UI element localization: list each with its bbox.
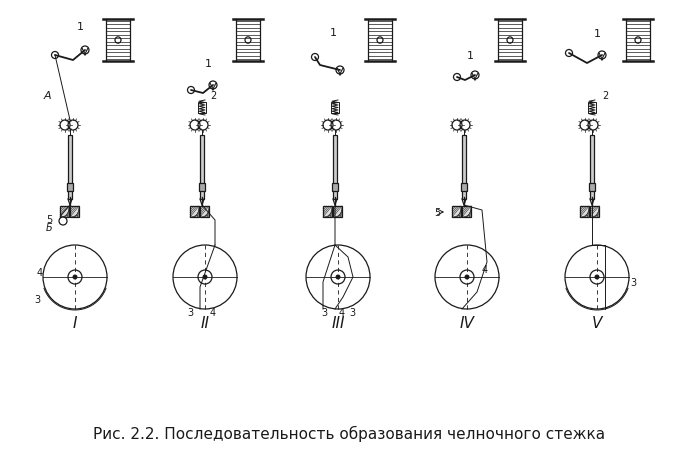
- Ellipse shape: [635, 38, 641, 44]
- Bar: [199, 184, 205, 192]
- Text: IV: IV: [459, 316, 475, 331]
- Bar: [580, 207, 589, 217]
- Bar: [452, 207, 461, 217]
- Text: 3: 3: [187, 307, 193, 317]
- Circle shape: [336, 275, 341, 280]
- Ellipse shape: [377, 38, 383, 44]
- Text: Б: Б: [45, 222, 52, 233]
- Bar: [589, 184, 595, 192]
- Text: 4: 4: [339, 307, 345, 317]
- Text: A: A: [43, 91, 51, 101]
- Bar: [68, 136, 72, 200]
- Circle shape: [81, 47, 89, 55]
- Text: 4: 4: [210, 307, 216, 317]
- Bar: [333, 136, 337, 200]
- Circle shape: [73, 275, 77, 280]
- Text: 5: 5: [46, 214, 52, 224]
- Text: 4: 4: [482, 264, 488, 274]
- Text: III: III: [332, 316, 345, 331]
- Circle shape: [471, 72, 479, 80]
- Circle shape: [209, 82, 217, 90]
- Circle shape: [598, 52, 606, 60]
- Text: 1: 1: [466, 51, 473, 61]
- Text: Рис. 2.2. Последовательность образования челночного стежка: Рис. 2.2. Последовательность образования…: [93, 425, 605, 441]
- Text: 3: 3: [34, 294, 40, 304]
- Circle shape: [595, 275, 600, 280]
- Text: 4: 4: [37, 268, 43, 278]
- Bar: [60, 207, 69, 217]
- Bar: [462, 207, 471, 217]
- Text: I: I: [73, 316, 77, 331]
- Bar: [588, 103, 596, 114]
- Bar: [200, 136, 204, 200]
- Bar: [462, 136, 466, 200]
- Circle shape: [464, 275, 470, 280]
- Text: 1: 1: [205, 59, 211, 69]
- Circle shape: [202, 275, 207, 280]
- Circle shape: [454, 74, 461, 81]
- Circle shape: [188, 87, 195, 94]
- Bar: [333, 207, 342, 217]
- Text: 1: 1: [77, 22, 84, 32]
- Bar: [461, 184, 467, 192]
- Text: V: V: [592, 316, 602, 331]
- Text: 3: 3: [630, 278, 636, 288]
- Bar: [67, 184, 73, 192]
- Bar: [331, 103, 339, 114]
- Circle shape: [52, 52, 59, 59]
- Bar: [70, 207, 79, 217]
- Text: 5: 5: [434, 207, 440, 217]
- Bar: [190, 207, 199, 217]
- Bar: [590, 207, 599, 217]
- Text: 3: 3: [349, 307, 355, 317]
- Ellipse shape: [115, 38, 121, 44]
- Text: 1: 1: [329, 28, 336, 38]
- Text: 1: 1: [593, 29, 600, 39]
- Text: 3: 3: [321, 307, 327, 317]
- Bar: [590, 136, 594, 200]
- Circle shape: [311, 55, 318, 61]
- Bar: [323, 207, 332, 217]
- Circle shape: [565, 51, 572, 57]
- Bar: [332, 184, 338, 192]
- Circle shape: [59, 217, 67, 226]
- Text: 2: 2: [210, 91, 216, 101]
- Ellipse shape: [245, 38, 251, 44]
- Bar: [200, 207, 209, 217]
- Text: II: II: [200, 316, 209, 331]
- Bar: [198, 103, 206, 114]
- Circle shape: [336, 67, 344, 75]
- Ellipse shape: [507, 38, 513, 44]
- Text: 2: 2: [602, 91, 608, 101]
